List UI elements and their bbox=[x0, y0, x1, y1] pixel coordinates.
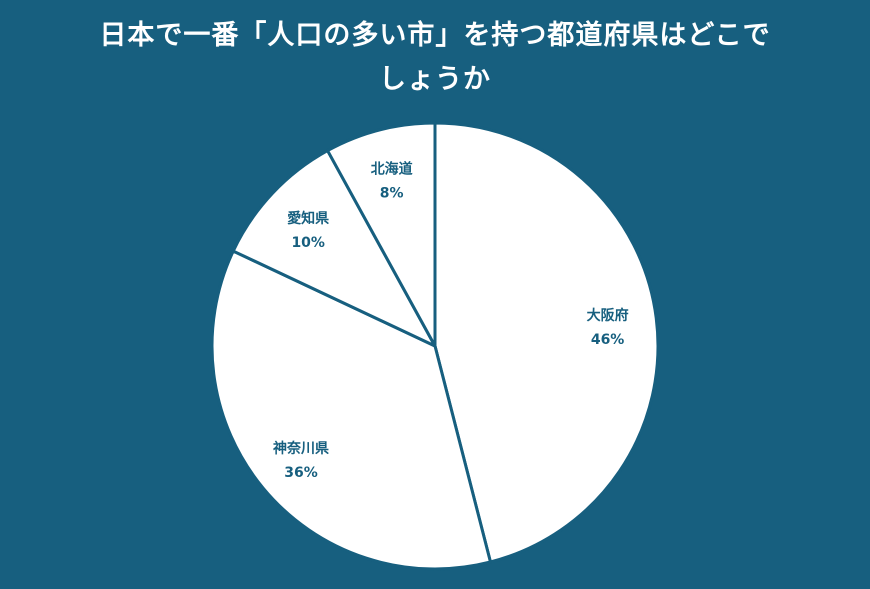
pie-slice-1 bbox=[210, 249, 492, 571]
chart-title-line-1: 日本で一番「人口の多い市」を持つ都道府県はどこで bbox=[99, 20, 771, 51]
pie-slice-2 bbox=[231, 149, 437, 348]
slice-label-2: 愛知県 bbox=[287, 210, 329, 227]
pie-slice-0 bbox=[433, 121, 660, 564]
slice-value-label-2: 10% bbox=[291, 235, 325, 251]
slice-value-label-3: 8% bbox=[380, 186, 404, 202]
slice-value-label-1: 36% bbox=[284, 465, 318, 481]
slice-label-3: 北海道 bbox=[371, 161, 413, 178]
slice-label-1: 神奈川県 bbox=[273, 440, 329, 457]
chart-title: 日本で一番「人口の多い市」を持つ都道府県はどこで しょうか bbox=[0, 14, 870, 102]
chart-title-line-2: しょうか bbox=[379, 64, 491, 95]
slice-label-0: 大阪府 bbox=[587, 307, 629, 324]
pie-slice-3 bbox=[326, 121, 437, 348]
slice-value-label-0: 46% bbox=[591, 332, 625, 348]
